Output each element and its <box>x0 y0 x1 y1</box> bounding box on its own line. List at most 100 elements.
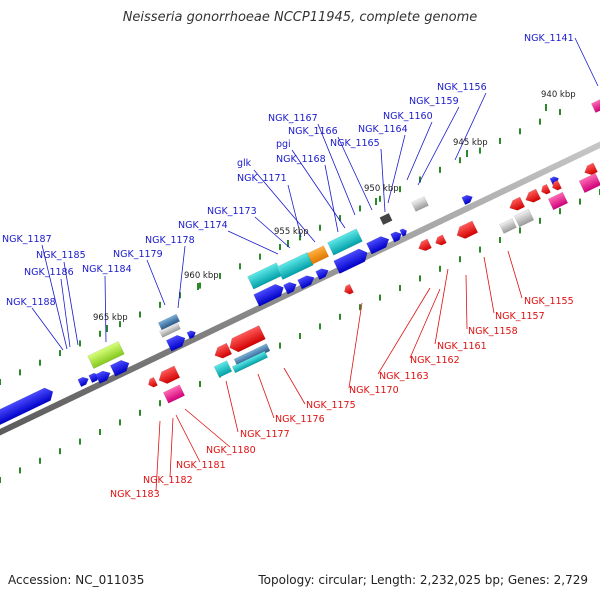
gene-shape <box>411 196 429 212</box>
gene-shape <box>552 179 562 191</box>
gene-shape <box>0 387 54 426</box>
gene-arrow <box>541 183 551 195</box>
gene-shape <box>229 325 266 353</box>
gene-shape <box>158 365 181 384</box>
gene-label: NGK_1161 <box>437 341 487 352</box>
gene-arrow <box>418 238 432 252</box>
gene-label: NGK_1181 <box>176 460 226 471</box>
gene-arrow <box>584 162 598 176</box>
gene-shape <box>148 376 158 388</box>
gene-arrow <box>158 365 181 384</box>
gene-arrow <box>162 384 186 404</box>
gene-arrow <box>435 234 447 246</box>
gene-label: NGK_1188 <box>6 297 56 308</box>
leader-line <box>104 275 107 343</box>
gene-label: NGK_1176 <box>275 414 325 425</box>
gene-arrow <box>344 283 354 295</box>
gene-shape <box>109 360 130 377</box>
gene-label: NGK_1164 <box>358 124 408 135</box>
gene-arrow <box>390 231 402 243</box>
gene-arrow <box>95 370 111 384</box>
gene-label: NGK_1182 <box>143 475 193 486</box>
gene-label: NGK_1175 <box>306 400 356 411</box>
leader-line <box>483 256 495 314</box>
scale-label-965: 965 kbp <box>93 313 128 323</box>
gene-label: NGK_1166 <box>288 126 338 137</box>
leader-line <box>60 278 71 348</box>
gene-arrow <box>525 188 542 203</box>
gene-features <box>0 98 600 426</box>
gene-label: NGK_1177 <box>240 429 290 440</box>
gene-label: NGK_1168 <box>276 154 326 165</box>
gene-arrow <box>186 330 196 340</box>
gene-shape <box>297 275 315 290</box>
gene-arrow <box>159 322 181 338</box>
gene-arrow <box>578 172 600 194</box>
leader-line <box>175 414 201 463</box>
forward-gene-labels: NGK_1141 NGK_1156 NGK_1159 NGK_1160 NGK_… <box>2 33 574 308</box>
gene-arrow <box>499 218 517 234</box>
gene-label: NGK_1173 <box>207 206 257 217</box>
gene-shape <box>525 188 542 203</box>
gene-shape <box>306 245 330 265</box>
gene-arrow <box>333 248 368 274</box>
gene-shape <box>418 238 432 252</box>
gene-arrow <box>157 313 181 331</box>
gene-arrow <box>590 98 600 114</box>
gene-arrow <box>87 341 125 369</box>
leader-line <box>257 373 275 419</box>
gene-shape <box>399 228 407 237</box>
gene-arrow <box>366 236 390 255</box>
leader-line <box>227 230 279 255</box>
leader-line <box>254 216 291 249</box>
gene-label: pgi <box>276 139 291 150</box>
gene-label: NGK_1156 <box>437 82 487 93</box>
gene-arrow <box>379 212 393 226</box>
leader-line <box>454 92 487 161</box>
gene-label: NGK_1184 <box>82 264 132 275</box>
leader-line <box>31 307 64 351</box>
gene-arrow <box>231 350 269 374</box>
leader-line <box>337 136 373 211</box>
gene-shape <box>333 248 368 274</box>
leader-line <box>465 274 468 330</box>
leader-line <box>63 261 79 346</box>
gene-arrow <box>77 376 89 388</box>
gene-shape <box>590 98 600 114</box>
gene-label: NGK_1158 <box>468 326 518 337</box>
gene-shape <box>159 322 181 338</box>
gene-label: NGK_1170 <box>349 385 399 396</box>
gene-shape <box>253 283 284 307</box>
gene-label: NGK_1157 <box>495 311 545 322</box>
gene-shape <box>95 370 111 384</box>
gene-shape <box>276 252 314 280</box>
gene-shape <box>315 268 329 280</box>
gene-arrow <box>327 228 363 256</box>
gene-label: NGK_1167 <box>268 113 318 124</box>
leader-line <box>377 287 431 375</box>
gene-shape <box>165 335 186 352</box>
gene-shape <box>547 191 569 211</box>
leader-line <box>409 288 441 359</box>
gene-arrow <box>456 220 479 239</box>
leader-line <box>317 123 356 216</box>
gene-shape <box>186 330 196 340</box>
leader-line <box>184 408 231 448</box>
gene-label: NGK_1141 <box>524 33 574 44</box>
label-leaders <box>31 37 599 492</box>
gene-label: NGK_1162 <box>410 355 460 366</box>
scale-label-945: 945 kbp <box>453 138 488 148</box>
gene-shape <box>461 194 473 206</box>
gene-arrow <box>411 196 429 212</box>
gene-shape <box>435 234 447 246</box>
leader-line <box>434 268 449 345</box>
leader-line <box>146 259 166 306</box>
scale-labels: 940 kbp 945 kbp 950 kbp 955 kbp 960 kbp … <box>93 90 576 323</box>
gene-arrow <box>306 245 330 265</box>
gene-arrow <box>547 191 569 211</box>
gene-shape <box>157 313 181 331</box>
leader-line <box>291 149 346 229</box>
map-title: Neisseria gonorrhoeae NCCP11945, complet… <box>122 10 478 25</box>
gene-shape <box>456 220 479 239</box>
gene-shape <box>578 172 600 194</box>
